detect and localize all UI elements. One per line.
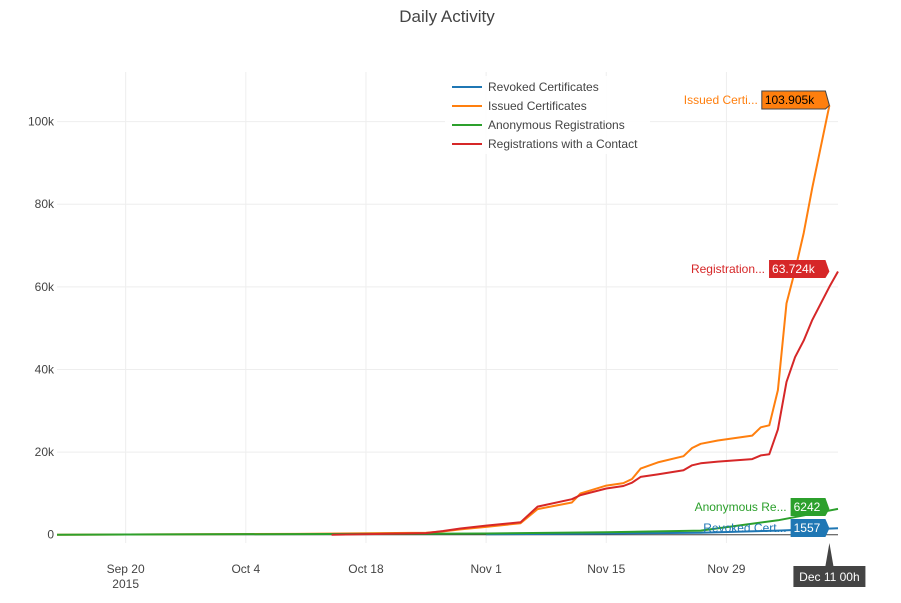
legend-item-label[interactable]: Issued Certificates xyxy=(488,99,587,113)
legend-item-label[interactable]: Anonymous Registrations xyxy=(488,118,625,132)
x-tick-label: Sep 20 xyxy=(107,562,145,576)
x-tick-label: Nov 29 xyxy=(707,562,745,576)
x-tick-label: Nov 1 xyxy=(470,562,502,576)
series-lines[interactable] xyxy=(56,105,839,536)
series-line-1[interactable] xyxy=(56,105,831,536)
hover-date-label: Dec 11 00h xyxy=(799,570,860,584)
hover-value: 103.905k xyxy=(765,93,815,107)
legend-item-label[interactable]: Registrations with a Contact xyxy=(488,137,638,151)
chart-title: Daily Activity xyxy=(399,7,495,26)
hover-value-box xyxy=(790,519,830,537)
legend[interactable]: Revoked Certificates Issued Certificates A… xyxy=(445,76,650,154)
hover-value: 63.724k xyxy=(772,262,816,276)
hover-date-box xyxy=(793,543,866,587)
x-tick-year: 2015 xyxy=(112,577,139,591)
y-tick-label: 40k xyxy=(35,362,55,376)
y-tick-label: 0 xyxy=(47,528,54,542)
hover-series-name: Registration... xyxy=(691,262,765,276)
series-line-3[interactable] xyxy=(331,271,839,536)
y-tick-label: 100k xyxy=(28,115,55,129)
y-tick-label: 20k xyxy=(35,445,55,459)
x-tick-label: Nov 15 xyxy=(587,562,625,576)
hover-value: 1557 xyxy=(794,521,821,535)
hover-value: 6242 xyxy=(794,500,821,514)
hover-series-name: Issued Certi... xyxy=(684,93,758,107)
x-tick-label: Oct 18 xyxy=(348,562,384,576)
hover-series-name: Anonymous Re... xyxy=(695,500,787,514)
legend-background xyxy=(445,76,650,154)
hover-value-box xyxy=(769,260,830,278)
y-tick-label: 80k xyxy=(35,197,55,211)
hover-labels: 103.905k Issued Certi... 63.724k Registrati… xyxy=(684,90,866,587)
hover-value-box xyxy=(790,498,830,516)
hover-value-box xyxy=(761,90,830,110)
y-tick-label: 60k xyxy=(35,280,55,294)
legend-item-label[interactable]: Revoked Certificates xyxy=(488,80,599,94)
hover-series-name: Revoked Cert... xyxy=(703,521,786,535)
x-tick-label: Oct 4 xyxy=(231,562,260,576)
